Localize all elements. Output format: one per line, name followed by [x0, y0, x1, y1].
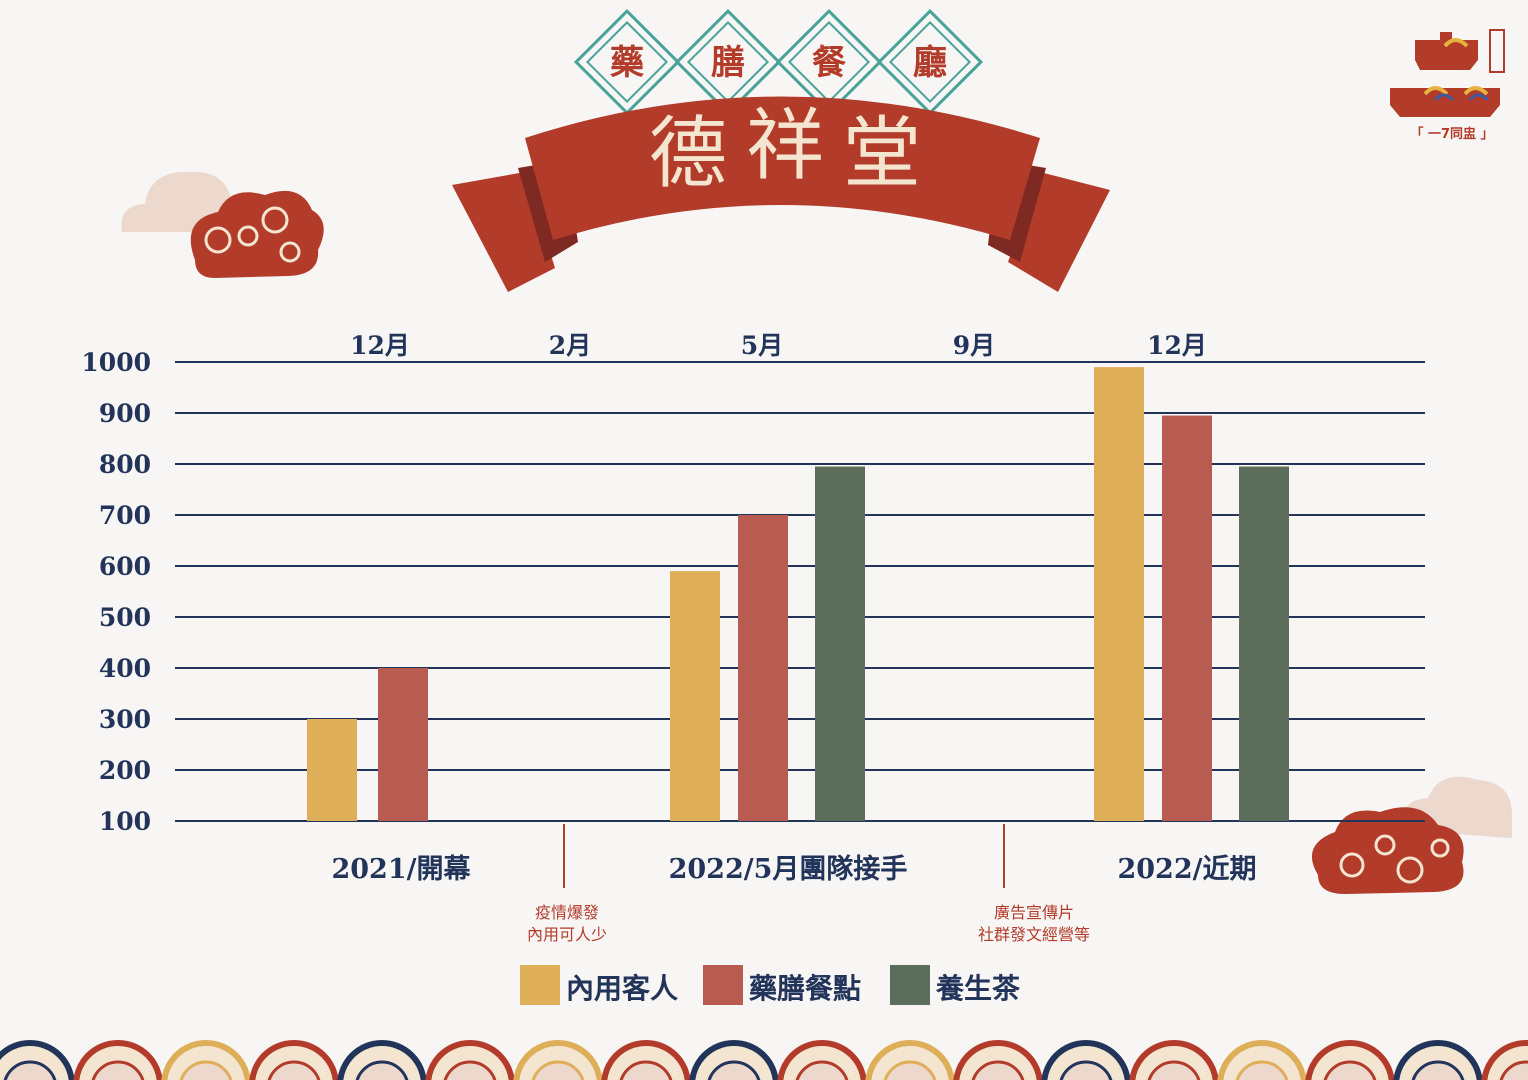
- banner-char-2: 祥: [746, 101, 824, 191]
- month-labels: 12月 2月 5月 9月 12月: [350, 331, 1207, 360]
- legend-label: 內用客人: [566, 972, 678, 1005]
- annotation-text: 社群發文經營等: [978, 925, 1090, 944]
- subtitle-diamonds: 藥 膳 餐 廳: [573, 8, 984, 116]
- cloud-decoration-right: [1311, 776, 1512, 894]
- bar: [815, 466, 865, 821]
- border-scallop-inner: [1411, 1060, 1465, 1080]
- brand-logo: 「 一7同盅 」: [1390, 29, 1505, 142]
- month-label: 12月: [350, 331, 410, 360]
- legend-label: 養生茶: [935, 972, 1021, 1005]
- subtitle-diamond-1: 藥: [573, 8, 681, 116]
- border-scallop-inner: [531, 1060, 585, 1080]
- bar: [307, 719, 357, 821]
- legend-swatch: [520, 965, 560, 1005]
- month-label: 5月: [741, 331, 783, 360]
- border-scallop-inner: [1499, 1060, 1528, 1080]
- border-scallop-inner: [1059, 1060, 1113, 1080]
- annotation-text: 疫情爆發: [535, 903, 599, 922]
- border-scallop-inner: [1147, 1060, 1201, 1080]
- logo-caption: 「 一7同盅 」: [1410, 126, 1493, 142]
- cloud-decoration-left: [121, 171, 324, 278]
- border-scallop-inner: [1323, 1060, 1377, 1080]
- y-tick-label: 700: [99, 501, 151, 530]
- annotation-text: 廣告宣傳片: [994, 903, 1074, 922]
- border-scallop-inner: [443, 1060, 497, 1080]
- border-scallop-inner: [3, 1060, 57, 1080]
- border-scallop-inner: [971, 1060, 1025, 1080]
- subtitle-char-2: 膳: [711, 43, 745, 83]
- chart-gridlines: [175, 361, 1425, 822]
- legend-swatch: [890, 965, 930, 1005]
- y-tick-label: 500: [99, 603, 151, 632]
- border-scallop-inner: [91, 1060, 145, 1080]
- y-axis-ticks: 100 200 300 400 500 600 700 800 900 1000: [81, 348, 151, 836]
- subtitle-diamond-3: 餐: [775, 8, 883, 116]
- y-tick-label: 800: [99, 450, 151, 479]
- banner-char-1: 德: [649, 109, 727, 199]
- category-label: 2022/5月團隊接手: [669, 854, 908, 885]
- banner-char-3: 堂: [843, 109, 921, 199]
- subtitle-char-3: 餐: [812, 43, 846, 83]
- chart-legend: 內用客人 藥膳餐點 養生茶: [520, 965, 1021, 1005]
- legend-swatch: [703, 965, 743, 1005]
- ribbon-banner: 德 祥 堂: [452, 96, 1110, 292]
- border-scallop-inner: [267, 1060, 321, 1080]
- month-label: 2月: [549, 331, 591, 360]
- legend-label: 藥膳餐點: [748, 972, 861, 1005]
- bar: [1239, 466, 1289, 821]
- border-scallop-inner: [619, 1060, 673, 1080]
- chart-bars: [307, 367, 1289, 821]
- bar: [378, 668, 428, 821]
- subtitle-char-4: 廳: [913, 43, 947, 83]
- bar: [670, 571, 720, 821]
- bar: [1162, 415, 1212, 821]
- ribbon-main: [525, 96, 1040, 240]
- y-tick-label: 900: [99, 399, 151, 428]
- y-tick-label: 300: [99, 705, 151, 734]
- y-tick-label: 400: [99, 654, 151, 683]
- month-label: 9月: [953, 331, 995, 360]
- border-scallop-inner: [179, 1060, 233, 1080]
- category-label: 2021/開幕: [331, 854, 471, 885]
- category-label: 2022/近期: [1117, 854, 1256, 885]
- bar: [1094, 367, 1144, 821]
- y-tick-label: 100: [99, 807, 151, 836]
- period-labels: 2021/開幕 2022/5月團隊接手 2022/近期: [331, 854, 1256, 885]
- bar: [738, 515, 788, 821]
- subtitle-diamond-2: 膳: [674, 8, 782, 116]
- subtitle-char-1: 藥: [610, 43, 644, 83]
- y-tick-label: 1000: [81, 348, 151, 377]
- y-tick-label: 600: [99, 552, 151, 581]
- border-scallop-inner: [355, 1060, 409, 1080]
- annotation-text: 內用可人少: [527, 925, 607, 944]
- y-tick-label: 200: [99, 756, 151, 785]
- month-label: 12月: [1147, 331, 1207, 360]
- border-scallop-inner: [795, 1060, 849, 1080]
- border-scallop-inner: [883, 1060, 937, 1080]
- subtitle-diamond-4: 廳: [876, 8, 984, 116]
- border-scallop-inner: [707, 1060, 761, 1080]
- bottom-cloud-border: [0, 1040, 1528, 1080]
- border-scallop-inner: [1235, 1060, 1289, 1080]
